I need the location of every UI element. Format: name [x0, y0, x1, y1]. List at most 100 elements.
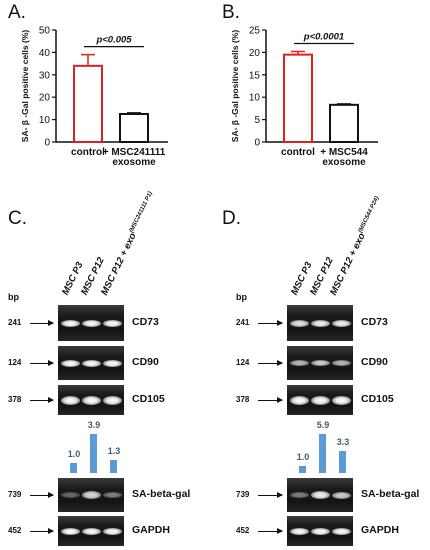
panel-b-ytick-label: 5: [254, 115, 260, 126]
panel-d-band: [311, 491, 330, 499]
panel-c-marker-arrow: [30, 320, 54, 326]
panel-c-band: [82, 395, 101, 405]
panel-c-gel-sa-beta-gal: [58, 478, 124, 512]
panel-c-band: [82, 359, 101, 367]
panel-c-band: [61, 527, 80, 535]
panel-c-marker-arrow: [30, 397, 54, 403]
panel-a-ytick-label: 20: [39, 93, 51, 104]
panel-d-band: [332, 360, 351, 366]
panel-b-category-label: control: [281, 147, 315, 158]
panel-c-marker-0: 241: [8, 318, 22, 327]
panel-d-gel-sa-beta-gal: [287, 478, 353, 512]
panel-a-ytick-label: 30: [39, 70, 51, 81]
panel-d-quant-bar-2: [339, 451, 346, 473]
panel-d-quant-value-1: 5.9: [316, 419, 330, 430]
panel-c-marker-2: 378: [8, 395, 22, 404]
panel-c-marker-arrow: [30, 528, 54, 534]
panel-d-band: [332, 319, 351, 327]
panel-d-gene-3: SA-beta-gal: [361, 488, 420, 500]
panel-a-bar-1: [119, 113, 149, 143]
panel-a-ytick-label: 40: [39, 48, 51, 59]
panel-d-band: [290, 395, 309, 405]
panel-b-category-label: exosome: [322, 157, 366, 168]
panel-d-band: [311, 319, 330, 327]
panel-c-band: [103, 359, 122, 367]
panel-c-gel-gapdh: [58, 516, 124, 546]
panel-c-gene-0: CD73: [132, 316, 159, 328]
panel-c-gel-cd90: [58, 346, 124, 380]
panel-b-ytick-label: 20: [249, 48, 261, 59]
panel-d-lane-text: MSC P12 + exo: [328, 231, 368, 298]
panel-d-marker-3: 739: [236, 490, 250, 499]
panel-c-bp-label: bp: [8, 292, 19, 302]
panel-c-band: [61, 359, 80, 367]
panel-c-band: [61, 319, 80, 327]
panel-c-quant-value-0: 1.0: [67, 449, 81, 459]
panel-a-ytick-label: 10: [39, 115, 51, 126]
panel-a-bar-0: [73, 64, 103, 144]
panel-d-gel-cd90: [287, 346, 353, 380]
panel-d-marker-arrow: [258, 320, 283, 326]
panel-d-band: [332, 527, 351, 535]
panel-d-band: [290, 527, 309, 535]
panel-d-band: [290, 360, 309, 366]
panel-d-marker-arrow: [258, 397, 283, 403]
panel-d-marker-4: 452: [236, 526, 250, 535]
panel-b-bar-0: [283, 53, 313, 143]
panel-c-band: [103, 395, 122, 405]
panel-c-band: [103, 492, 122, 498]
panel-d-marker-1: 124: [236, 358, 250, 367]
panel-c-quant-chart: 1.0 3.9 1.3: [60, 420, 122, 475]
panel-d-band: [332, 395, 351, 405]
panel-c-quant-bar-2: [110, 460, 117, 473]
panel-a-label: A.: [8, 2, 26, 23]
panel-d-band: [311, 527, 330, 535]
panel-c-band: [61, 492, 80, 498]
panel-c-band: [61, 395, 80, 405]
panel-d-band: [332, 491, 351, 499]
panel-d-gene-4: GAPDH: [361, 524, 399, 536]
panel-b-ytick-label: 10: [249, 93, 261, 104]
panel-b-chart: 0 5 10 15 20 25 SA- β -Gal positive cells (%) c…: [230, 26, 378, 168]
panel-d-label: D.: [222, 208, 241, 229]
panel-b-ytick-label: 15: [249, 70, 261, 81]
panel-c-marker-arrow: [30, 360, 54, 366]
panel-d-gene-1: CD90: [361, 356, 388, 368]
panel-c-band: [82, 527, 101, 535]
panel-d-gel-gapdh: [287, 516, 353, 546]
panel-a-category-label: control: [71, 147, 105, 158]
panel-c-gel-cd73: [58, 305, 124, 341]
panel-c-marker-1: 124: [8, 358, 22, 367]
panel-c-marker-arrow: [30, 492, 54, 498]
panel-d-gel-cd105: [287, 385, 353, 415]
panel-d-marker-2: 378: [236, 395, 250, 404]
panel-c-gel-cd105: [58, 385, 124, 415]
panel-c-label: C.: [8, 208, 27, 229]
panel-c-lane-text: MSC P12 + exo: [99, 231, 139, 298]
panel-d-marker-arrow: [258, 492, 283, 498]
panel-d-quant-chart: 1.0 5.9 3.3: [289, 420, 351, 475]
panel-c-band: [103, 527, 122, 535]
panel-c-gene-4: GAPDH: [132, 524, 170, 536]
panel-d-quant-value-0: 1.0: [296, 452, 310, 463]
panel-d-band: [290, 319, 309, 327]
panel-c-band: [82, 491, 101, 499]
panel-a-chart: 0 10 20 30 40 50 SA- β -Gal positive cells (%)…: [20, 26, 168, 168]
panel-c-gene-1: CD90: [132, 356, 159, 368]
panel-b-pvalue: p<0.0001: [303, 32, 344, 43]
panel-b-ylabel: SA- β -Gal positive cells (%): [230, 30, 240, 143]
panel-d-quant-bar-0: [299, 466, 306, 473]
panel-c-quant-bar-1: [90, 434, 97, 473]
panel-b-ytick-label: 0: [254, 138, 260, 149]
panel-d-quant-bar-1: [319, 433, 326, 473]
panel-d-marker-arrow: [258, 528, 283, 534]
panel-d-marker-0: 241: [236, 318, 250, 327]
panel-c-marker-3: 739: [8, 490, 22, 499]
panel-d-marker-arrow: [258, 360, 283, 366]
panel-d-quant-value-2: 3.3: [336, 437, 350, 447]
panel-b-ytick-label: 25: [249, 26, 261, 37]
panel-d-band: [290, 492, 309, 498]
panel-c-quant-value-2: 1.3: [107, 446, 121, 456]
panel-d-gel-cd73: [287, 305, 353, 341]
panel-d-lane-label-2: MSC P12 + exo(MSC544 P24): [328, 196, 385, 298]
